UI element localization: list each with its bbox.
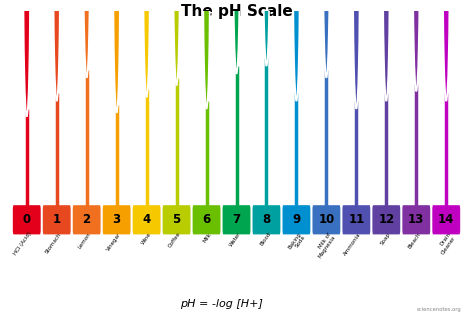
FancyBboxPatch shape xyxy=(253,205,280,234)
FancyBboxPatch shape xyxy=(432,205,460,234)
FancyBboxPatch shape xyxy=(73,205,101,234)
Ellipse shape xyxy=(263,0,270,66)
Text: 2: 2 xyxy=(83,213,91,226)
Text: 5: 5 xyxy=(173,213,181,226)
FancyBboxPatch shape xyxy=(13,205,41,234)
Text: Stomach: Stomach xyxy=(44,232,62,255)
Text: HCl (Acid): HCl (Acid) xyxy=(13,232,32,256)
FancyBboxPatch shape xyxy=(43,205,70,234)
Text: Bleach: Bleach xyxy=(407,232,422,249)
Ellipse shape xyxy=(173,0,180,85)
Text: 6: 6 xyxy=(202,213,210,226)
Ellipse shape xyxy=(323,0,330,77)
Ellipse shape xyxy=(413,0,420,91)
FancyBboxPatch shape xyxy=(342,205,370,234)
Text: Water: Water xyxy=(228,232,242,248)
FancyBboxPatch shape xyxy=(132,205,160,234)
Text: Wine: Wine xyxy=(140,232,152,246)
Text: pH = -log [H+]: pH = -log [H+] xyxy=(180,300,263,309)
Text: Drain
Cleaner: Drain Cleaner xyxy=(436,232,456,255)
Text: 10: 10 xyxy=(318,213,334,226)
Text: 1: 1 xyxy=(53,213,61,226)
Text: 12: 12 xyxy=(378,213,394,226)
FancyBboxPatch shape xyxy=(193,205,220,234)
Text: Vinegar: Vinegar xyxy=(106,232,122,252)
Text: Baking
Soda: Baking Soda xyxy=(287,232,307,253)
Ellipse shape xyxy=(113,0,120,113)
Text: 8: 8 xyxy=(263,213,271,226)
Text: sciencenotes.org: sciencenotes.org xyxy=(417,307,461,312)
Text: Lemon: Lemon xyxy=(78,232,92,249)
Ellipse shape xyxy=(233,0,240,74)
Text: 14: 14 xyxy=(438,213,455,226)
Ellipse shape xyxy=(203,0,210,109)
Text: Ammonia: Ammonia xyxy=(342,232,362,256)
Text: Milk: Milk xyxy=(202,232,212,243)
FancyBboxPatch shape xyxy=(223,205,250,234)
Ellipse shape xyxy=(23,0,30,117)
Text: Milk of
Magnesia: Milk of Magnesia xyxy=(313,232,337,259)
Text: 3: 3 xyxy=(113,213,121,226)
Ellipse shape xyxy=(143,0,150,97)
FancyBboxPatch shape xyxy=(103,205,131,234)
Text: Blood: Blood xyxy=(259,232,272,247)
Text: 11: 11 xyxy=(348,213,365,226)
FancyBboxPatch shape xyxy=(163,205,191,234)
Ellipse shape xyxy=(353,0,360,109)
FancyBboxPatch shape xyxy=(403,205,430,234)
Text: The pH Scale: The pH Scale xyxy=(181,4,292,19)
Text: Soap: Soap xyxy=(380,232,392,246)
Ellipse shape xyxy=(383,0,390,101)
Text: 4: 4 xyxy=(142,213,151,226)
Ellipse shape xyxy=(53,0,60,101)
Text: Coffee: Coffee xyxy=(168,232,182,249)
Ellipse shape xyxy=(83,0,90,77)
Text: 7: 7 xyxy=(232,213,241,226)
FancyBboxPatch shape xyxy=(313,205,341,234)
Ellipse shape xyxy=(293,0,300,101)
Text: 0: 0 xyxy=(23,213,31,226)
FancyBboxPatch shape xyxy=(372,205,400,234)
Text: 13: 13 xyxy=(408,213,424,226)
FancyBboxPatch shape xyxy=(282,205,310,234)
Ellipse shape xyxy=(443,0,450,101)
Text: 9: 9 xyxy=(292,213,300,226)
